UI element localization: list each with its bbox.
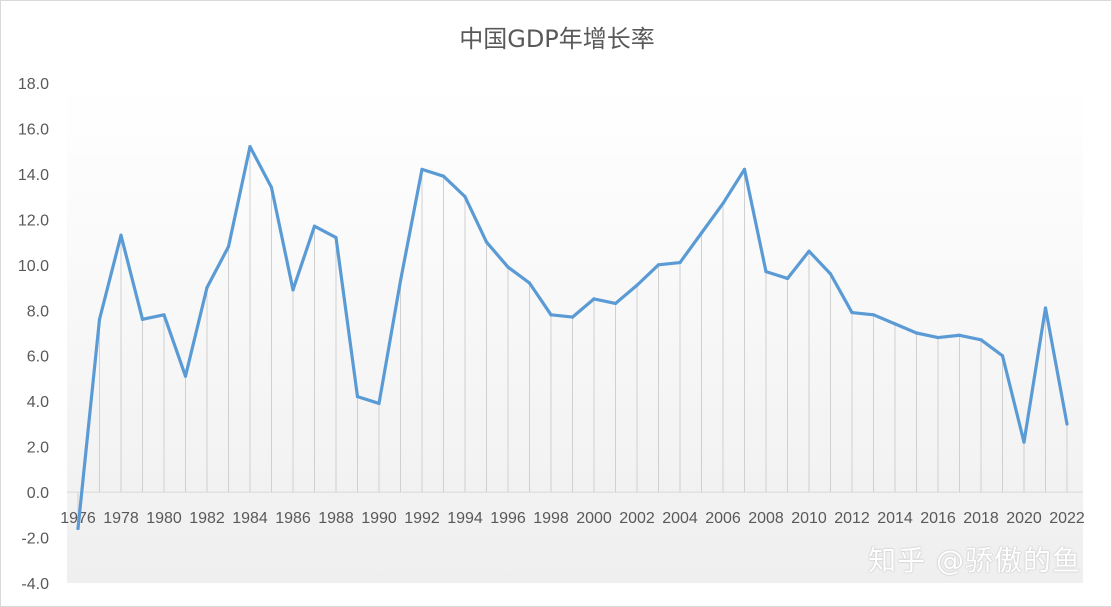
data-point — [162, 313, 166, 317]
data-point — [613, 301, 618, 306]
x-tick-label: 2006 — [705, 510, 741, 527]
data-point — [334, 235, 338, 240]
plot-area — [67, 83, 1083, 583]
data-point — [312, 224, 317, 228]
x-tick-label: 1990 — [361, 510, 397, 527]
data-point — [377, 401, 381, 406]
data-point — [97, 317, 102, 321]
data-point — [226, 245, 231, 249]
y-tick-label: 8.0 — [27, 303, 49, 320]
data-point — [506, 265, 510, 269]
y-tick-label: -2.0 — [21, 531, 49, 548]
x-tick-label: 1982 — [189, 510, 225, 527]
data-point — [699, 231, 704, 235]
x-tick-label: 1994 — [447, 510, 483, 527]
data-point — [1043, 306, 1048, 310]
x-tick-label: 1988 — [318, 510, 354, 527]
x-tick-label: 2012 — [834, 510, 870, 527]
y-tick-label: 0.0 — [27, 485, 49, 502]
x-tick-label: 1980 — [146, 510, 182, 527]
data-point — [140, 317, 145, 321]
data-point — [893, 322, 897, 326]
data-point — [828, 272, 833, 276]
y-tick-label: -4.0 — [21, 576, 49, 593]
x-tick-label: 1992 — [404, 510, 440, 527]
x-tick-label: 1986 — [275, 510, 311, 527]
data-point — [979, 338, 983, 342]
x-tick-label: 2018 — [963, 510, 999, 527]
y-tick-label: 6.0 — [27, 349, 49, 366]
data-point — [420, 167, 424, 171]
data-point — [463, 195, 467, 199]
data-point — [570, 315, 575, 319]
data-point — [764, 270, 768, 274]
data-point — [914, 331, 919, 335]
data-point — [871, 313, 876, 317]
y-tick-label: 18.0 — [18, 76, 49, 93]
data-point — [785, 276, 790, 281]
data-point — [441, 174, 446, 178]
data-point — [850, 310, 854, 315]
data-point — [807, 249, 811, 253]
x-tick-label: 2022 — [1049, 510, 1085, 527]
data-point — [119, 233, 123, 237]
data-point — [1000, 354, 1005, 358]
y-tick-label: 2.0 — [27, 440, 49, 457]
x-tick-label: 1998 — [533, 510, 569, 527]
x-tick-label: 2002 — [619, 510, 655, 527]
data-point — [355, 395, 360, 399]
y-tick-label: 14.0 — [18, 167, 49, 184]
data-point — [269, 185, 274, 190]
data-point — [549, 313, 553, 317]
data-point — [291, 288, 295, 292]
x-tick-label: 1978 — [103, 510, 139, 527]
x-tick-label: 1996 — [490, 510, 526, 527]
data-point — [527, 281, 532, 285]
data-point — [398, 279, 403, 283]
x-tick-label: 2000 — [576, 510, 612, 527]
x-tick-label: 1984 — [232, 510, 268, 527]
data-point — [678, 260, 682, 265]
x-tick-label: 2020 — [1006, 510, 1042, 527]
x-tick-label: 2008 — [748, 510, 784, 527]
data-point — [635, 283, 639, 287]
x-tick-label: 2014 — [877, 510, 913, 527]
data-point — [183, 374, 188, 378]
x-tick-label: 2016 — [920, 510, 956, 527]
data-point — [936, 335, 940, 340]
y-tick-label: 4.0 — [27, 394, 49, 411]
y-tick-label: 16.0 — [18, 121, 49, 138]
data-point — [592, 297, 596, 301]
chart-title: 中国GDP年增长率 — [459, 25, 655, 53]
data-point — [76, 526, 80, 531]
y-tick-label: 12.0 — [18, 212, 49, 229]
data-point — [248, 145, 252, 149]
data-point — [656, 263, 661, 267]
data-point — [484, 240, 489, 244]
data-point — [721, 201, 725, 206]
x-tick-label: 2004 — [662, 510, 698, 527]
data-point — [1022, 440, 1026, 444]
data-point — [1065, 422, 1069, 426]
data-point — [205, 285, 209, 290]
data-point — [957, 333, 962, 337]
watermark-text: 知乎 @骄傲的鱼 — [868, 544, 1081, 577]
x-tick-label: 2010 — [791, 510, 827, 527]
data-point — [742, 167, 747, 171]
y-tick-label: 10.0 — [18, 258, 49, 275]
